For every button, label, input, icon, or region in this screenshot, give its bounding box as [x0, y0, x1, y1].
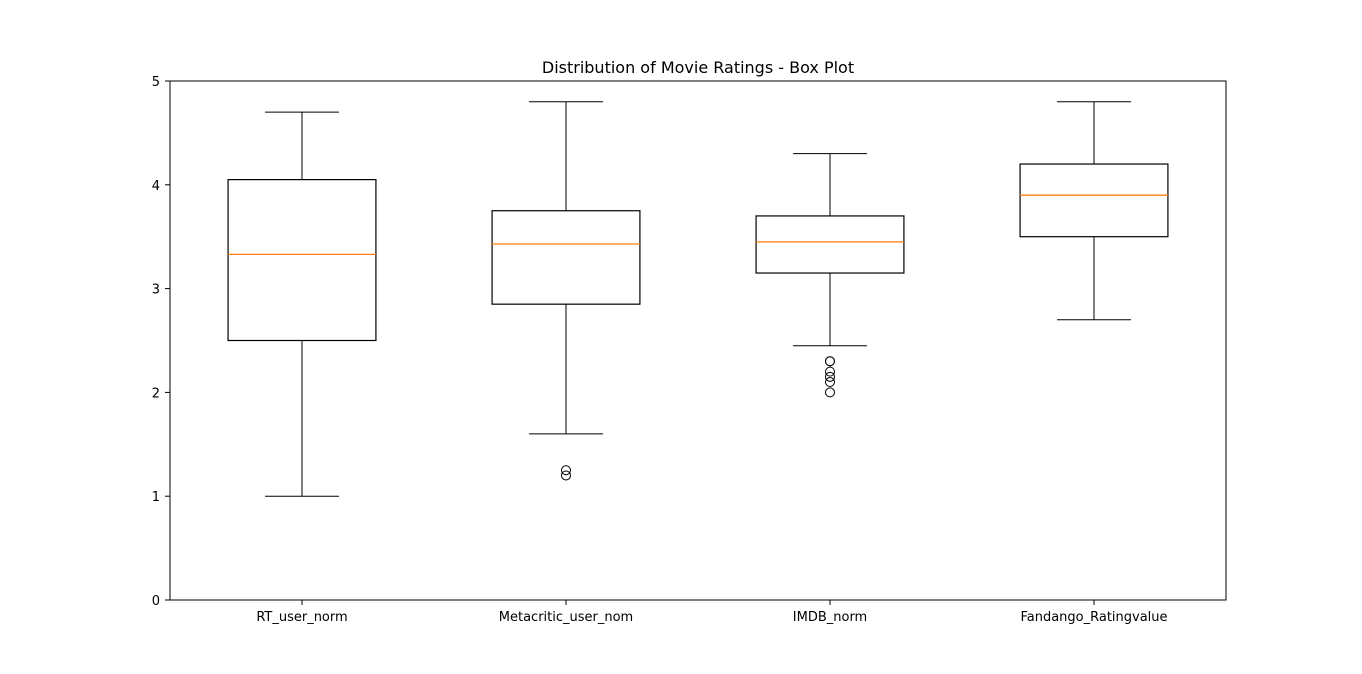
y-tick-label: 5: [152, 75, 160, 90]
y-tick-label: 0: [152, 594, 160, 609]
plot-frame: [169, 80, 1227, 601]
y-tick-label: 4: [152, 179, 160, 194]
box-iqr: [227, 179, 377, 342]
outlier-point: [825, 387, 835, 398]
x-tick-label: Metacritic_user_nom: [499, 610, 633, 625]
y-tick-label: 2: [152, 386, 160, 401]
outlier-point: [561, 465, 571, 476]
outlier-point: [561, 470, 571, 481]
y-tick-label: 1: [152, 490, 160, 505]
x-tick-label: RT_user_norm: [256, 610, 347, 625]
y-tick-label: 3: [152, 283, 160, 298]
box-iqr: [1019, 163, 1169, 238]
outlier-point: [825, 377, 835, 388]
x-tick-label: Fandango_Ratingvalue: [1020, 610, 1167, 625]
outlier-point: [825, 371, 835, 382]
outlier-point: [825, 356, 835, 367]
box-iqr: [491, 210, 641, 305]
chart-title: Distribution of Movie Ratings - Box Plot: [542, 58, 854, 77]
outlier-point: [825, 366, 835, 377]
box-iqr: [755, 215, 905, 274]
x-tick-label: IMDB_norm: [793, 610, 867, 625]
